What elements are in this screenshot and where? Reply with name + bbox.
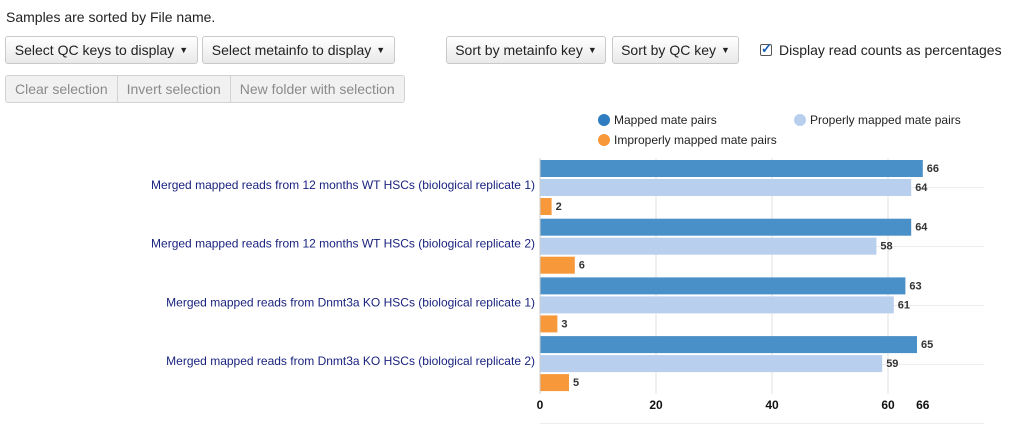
new-folder-with-selection-button[interactable]: New folder with selection [230, 76, 404, 102]
bar-value-label: 58 [880, 241, 892, 253]
bar-improperly-mapped [540, 374, 569, 392]
select-metainfo-label: Select metainfo to display [211, 42, 372, 58]
x-tick-label: 0 [537, 398, 544, 412]
chevron-down-icon: ▼ [587, 45, 597, 55]
bar-value-label: 63 [909, 280, 921, 292]
sample-label: Merged mapped reads from Dnmt3a KO HSCs … [166, 354, 535, 368]
bar-value-label: 5 [573, 377, 579, 389]
x-tick-label: 40 [765, 398, 779, 412]
select-qc-keys-label: Select QC keys to display [14, 42, 175, 58]
checkmark-icon: ✓ [761, 41, 772, 56]
bar-improperly-mapped [540, 315, 558, 333]
sort-by-metainfo-button[interactable]: Sort by metainfo key ▼ [446, 36, 606, 64]
bar-value-label: 65 [921, 339, 933, 351]
legend-item-properly-mapped[interactable]: Properly mapped mate pairs [794, 113, 961, 127]
sort-by-qc-key-button[interactable]: Sort by QC key ▼ [612, 36, 739, 64]
bar-mapped [540, 218, 912, 236]
x-tick-label: 60 [881, 398, 895, 412]
bar-value-label: 59 [886, 358, 898, 370]
x-max-tick-label: 66 [916, 398, 930, 412]
legend-dot-icon [598, 134, 610, 146]
sort-by-qc-key-label: Sort by QC key [621, 42, 716, 58]
bar-properly-mapped [540, 296, 894, 314]
select-qc-keys-button[interactable]: Select QC keys to display ▼ [5, 36, 198, 64]
percentages-checkbox-label: Display read counts as percentages [779, 42, 1002, 58]
bar-improperly-mapped [540, 198, 552, 215]
bar-value-label: 6 [579, 260, 585, 272]
bar-value-label: 64 [915, 222, 928, 234]
bar-value-label: 66 [927, 163, 939, 175]
bar-improperly-mapped [540, 256, 575, 274]
chevron-down-icon: ▼ [179, 45, 189, 55]
legend-label-properly-mapped: Properly mapped mate pairs [810, 113, 961, 127]
legend-dot-icon [794, 114, 806, 126]
legend-label-improperly-mapped: Improperly mapped mate pairs [614, 133, 777, 147]
bar-properly-mapped [540, 355, 883, 373]
selection-button-group: Clear selection Invert selection New fol… [5, 75, 405, 103]
invert-selection-button[interactable]: Invert selection [117, 76, 231, 102]
legend-label-mapped: Mapped mate pairs [614, 113, 717, 127]
chevron-down-icon: ▼ [376, 45, 386, 55]
bar-value-label: 2 [556, 201, 562, 213]
x-tick-label: 20 [649, 398, 663, 412]
sample-label: Merged mapped reads from 12 months WT HS… [151, 178, 535, 192]
sample-label: Merged mapped reads from 12 months WT HS… [151, 237, 535, 251]
legend-item-improperly-mapped[interactable]: Improperly mapped mate pairs [598, 133, 777, 147]
bar-value-label: 64 [915, 182, 928, 194]
bar-mapped [540, 160, 923, 177]
chevron-down-icon: ▼ [721, 45, 730, 55]
bar-value-label: 3 [561, 318, 567, 330]
percentages-checkbox[interactable]: ✓ [760, 41, 772, 56]
select-metainfo-button[interactable]: Select metainfo to display ▼ [202, 36, 395, 64]
legend-dot-icon [598, 114, 610, 126]
sort-status-text: Samples are sorted by File name. [6, 9, 216, 25]
bar-mapped [540, 336, 917, 354]
sample-label: Merged mapped reads from Dnmt3a KO HSCs … [166, 295, 535, 309]
clear-selection-button[interactable]: Clear selection [6, 76, 118, 102]
sort-by-metainfo-label: Sort by metainfo key [455, 42, 583, 58]
legend-item-mapped[interactable]: Mapped mate pairs [598, 113, 717, 127]
bar-properly-mapped [540, 237, 877, 255]
bar-properly-mapped [540, 179, 912, 196]
percentages-option[interactable]: ✓ Display read counts as percentages [760, 41, 1002, 58]
bar-value-label: 61 [898, 299, 910, 311]
bar-mapped [540, 277, 906, 295]
